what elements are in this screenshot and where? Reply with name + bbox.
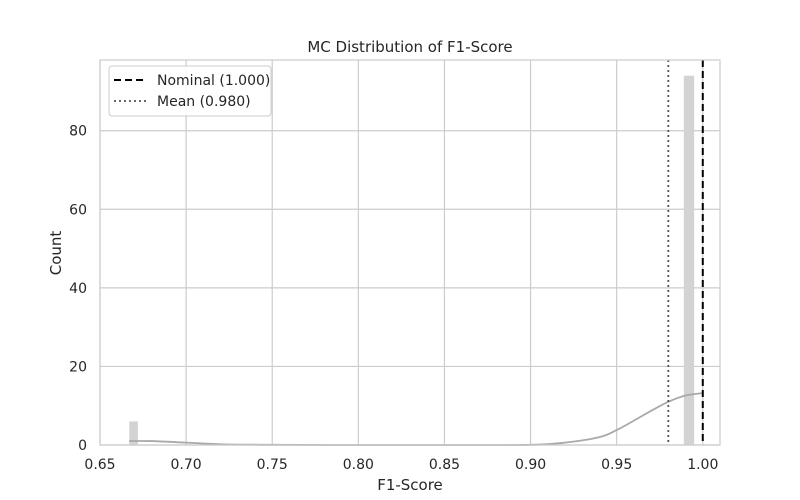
y-tick-label: 20 bbox=[69, 359, 87, 375]
y-tick-label: 80 bbox=[69, 124, 87, 140]
x-tick-label: 0.90 bbox=[515, 457, 546, 473]
legend-label-mean: Mean (0.980) bbox=[157, 94, 251, 110]
y-tick-label: 0 bbox=[78, 438, 87, 454]
x-tick-label: 0.65 bbox=[84, 457, 115, 473]
grid bbox=[100, 60, 720, 445]
chart-title: MC Distribution of F1-Score bbox=[307, 38, 512, 56]
y-tick-label: 60 bbox=[69, 202, 87, 218]
y-axis-label: Count bbox=[47, 231, 65, 276]
legend-label-nominal: Nominal (1.000) bbox=[157, 73, 270, 89]
plot-frame bbox=[100, 60, 720, 445]
x-tick-label: 0.85 bbox=[429, 457, 460, 473]
x-tick-label: 0.80 bbox=[343, 457, 374, 473]
x-tick-label: 0.95 bbox=[601, 457, 632, 473]
y-tick-label: 40 bbox=[69, 281, 87, 297]
x-tick-label: 0.70 bbox=[171, 457, 202, 473]
tick-labels: 0.65 0.70 0.75 0.80 0.85 0.90 0.95 1.00 0 20 40 60 8… bbox=[69, 124, 718, 473]
x-tick-label: 0.75 bbox=[257, 457, 288, 473]
histogram-bar bbox=[684, 76, 694, 445]
legend: Nominal (1.000) Mean (0.980) bbox=[109, 66, 271, 116]
x-tick-label: 1.00 bbox=[687, 457, 718, 473]
x-axis-label: F1-Score bbox=[377, 476, 443, 494]
